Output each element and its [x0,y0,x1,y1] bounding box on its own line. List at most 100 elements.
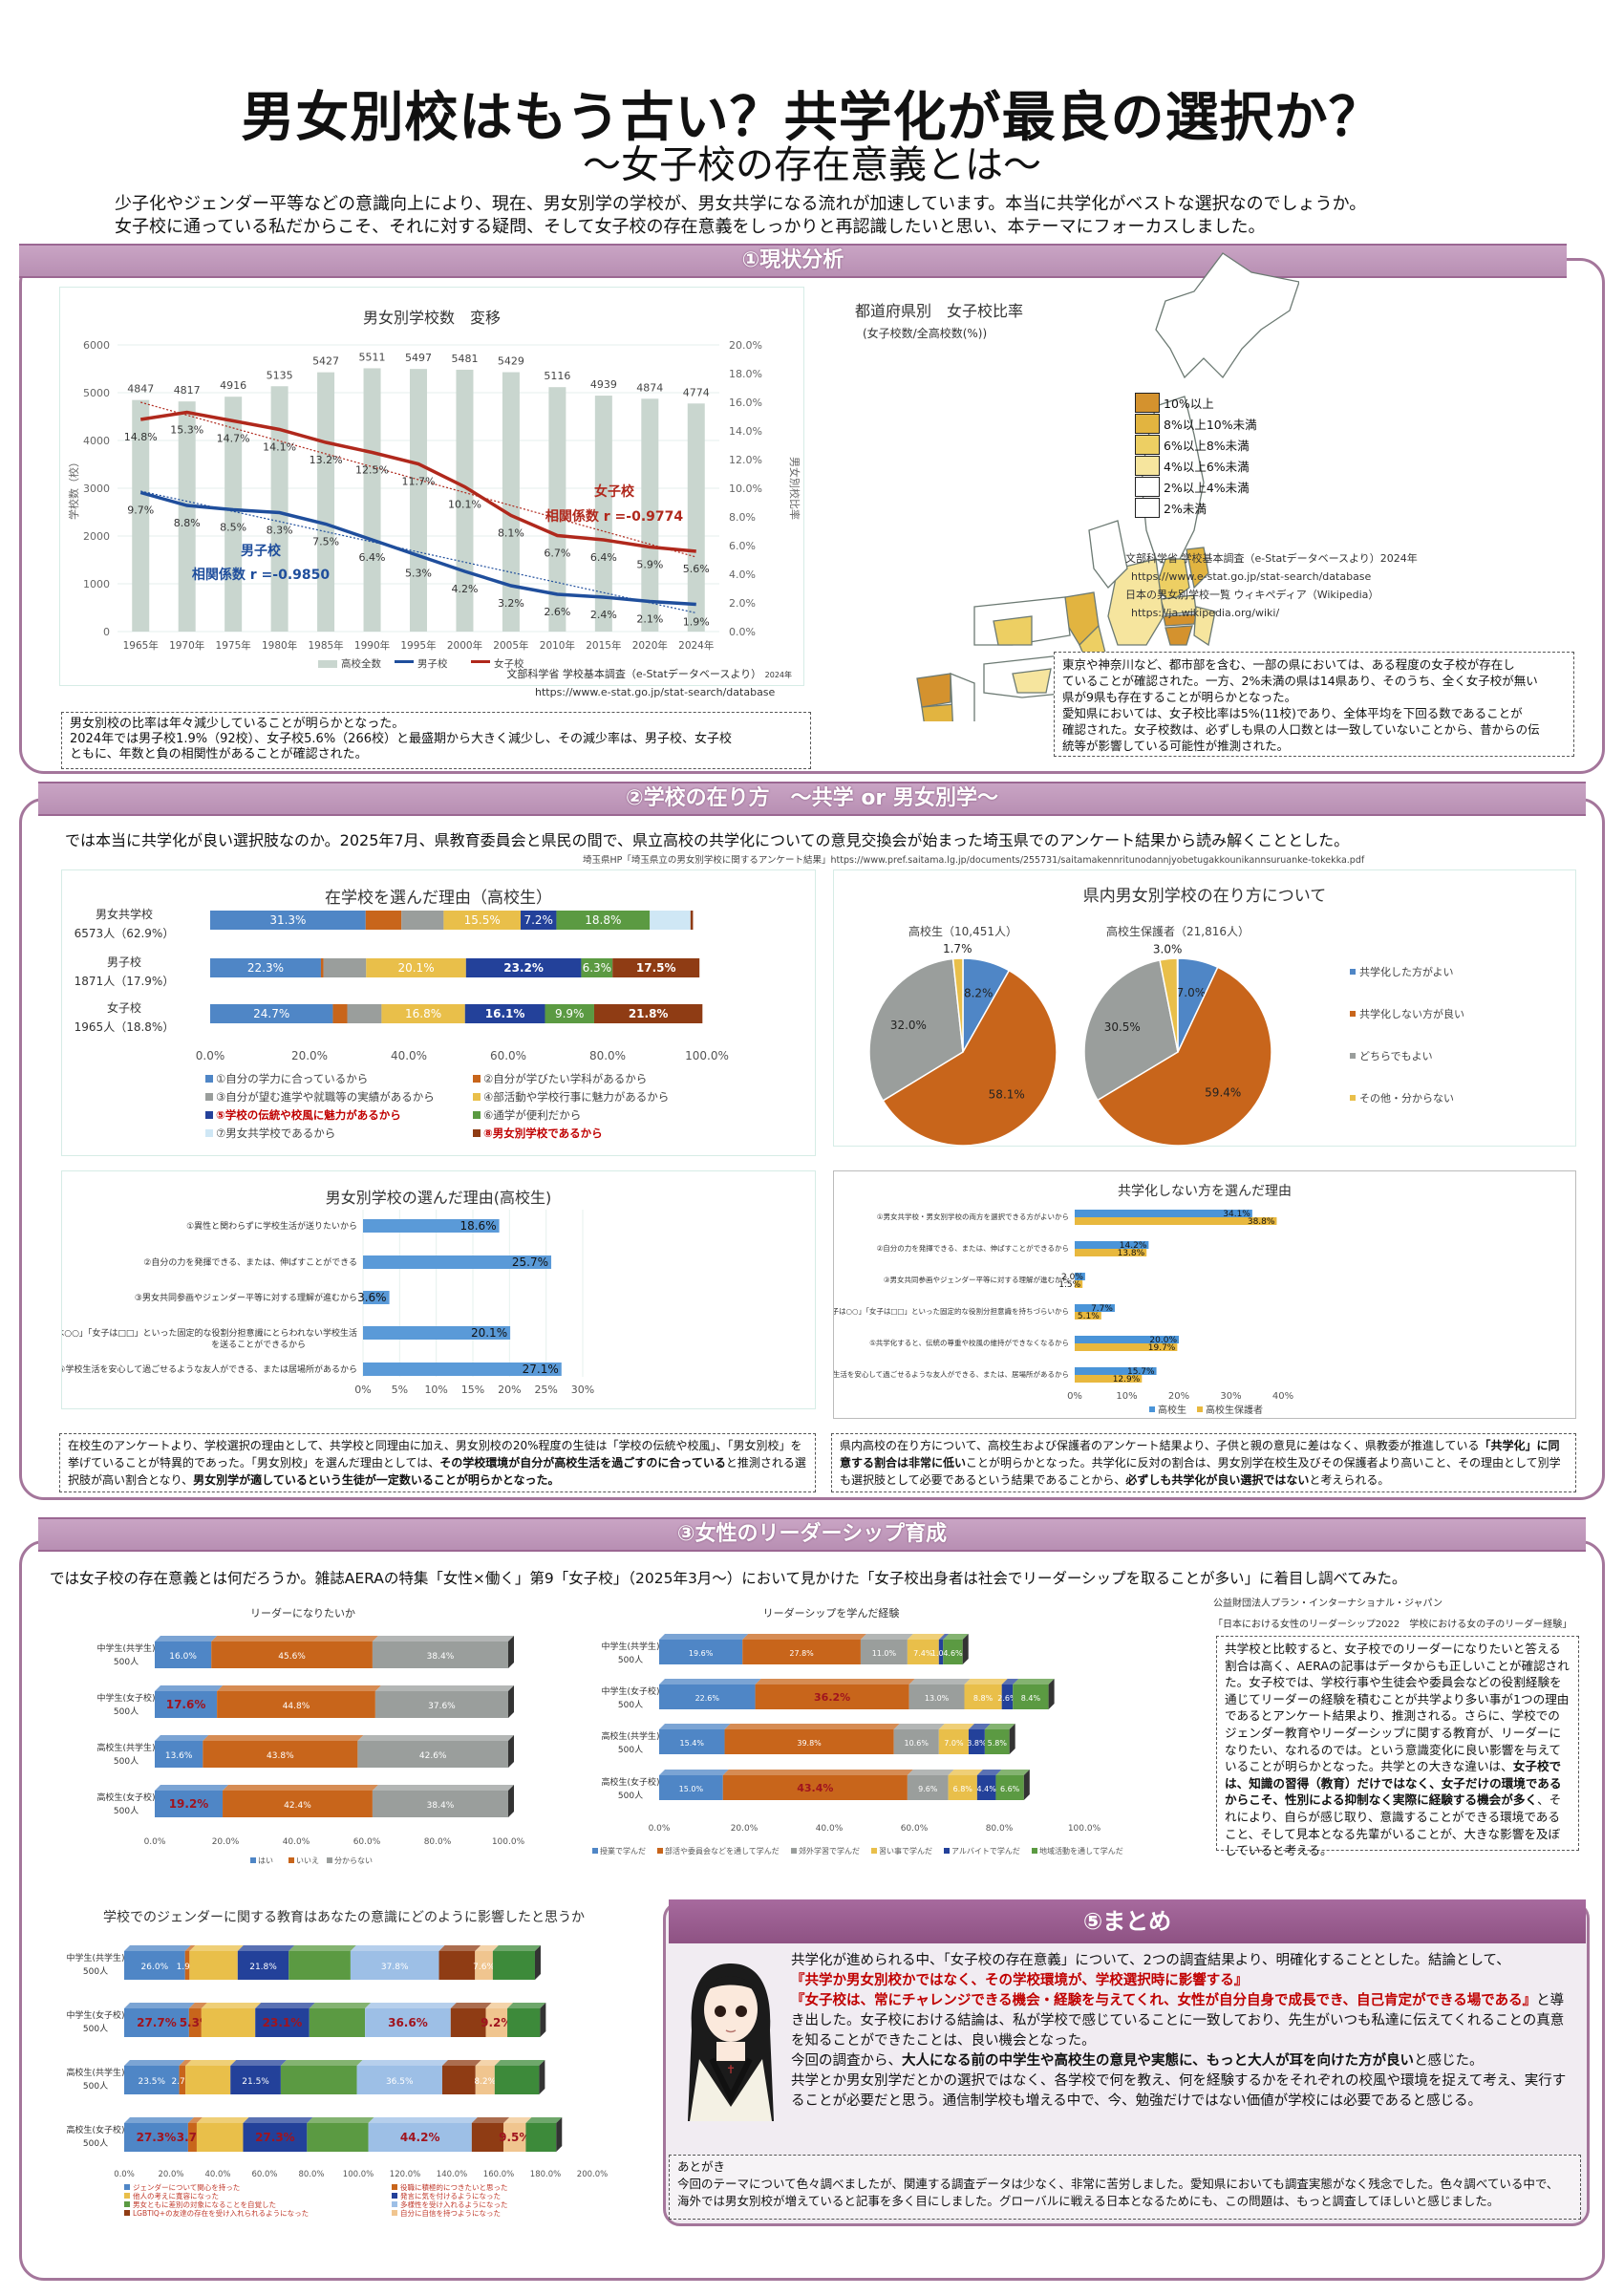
x-tick: 1970年 [169,639,204,652]
legend-swatch [327,1857,332,1863]
point-label: 3.2% [498,597,524,610]
point-label: 8.3% [267,525,293,537]
category-label: ⑤共学化すると、伝統の尊重や校風の維持ができなくなるから [869,1338,1069,1347]
segment-label: 9.6% [918,1785,938,1793]
legend-swatch [1149,1406,1155,1412]
bar [1075,1312,1101,1320]
y-tick: 0 [103,626,110,638]
legend-swatch [657,1848,663,1854]
point-label: 9.7% [127,504,154,517]
bar-segment [255,2008,310,2037]
legend-label: 高校生 [1158,1404,1186,1416]
x-tick: 40% [1272,1391,1293,1402]
bar-top [188,2003,207,2008]
x-tick: 100.0% [492,1837,525,1847]
map-summary-box: 東京や神奈川など、都市部を含む、一部の県においては、ある程度の女子校が存在し て… [1054,652,1574,757]
bar [363,1326,511,1340]
bar-top [201,2003,262,2008]
bar-segment [243,2123,308,2152]
segment-label: 7.2% [524,913,553,927]
x-tick: 20% [498,1384,521,1396]
no-coed-panel: 共学化しない方を選んだ理由 0% 10% 20% 30% 40% ①男女共学校・男女別学校… [833,1170,1576,1419]
poster-subtitle: ～女子校の存在意義とは～ [583,143,1041,187]
bar-top [155,1685,224,1691]
bar-top [659,1770,729,1775]
source-text: 「日本における女性のリーダーシップ2022 学校における女の子のリーダー経験」 [1213,1620,1572,1630]
segment-label: 5.8% [988,1739,1008,1748]
pie-slice [882,969,1058,1147]
point-label: 6.4% [359,551,386,564]
x-tick: 2010年 [540,639,575,652]
row-label: 高校生(女子校) [66,2124,124,2135]
x-tick: 100.0% [685,1049,729,1062]
bar-segment [443,911,521,930]
annotation-corr: 相関係数 r =-0.9774 [545,508,683,525]
bar-top [441,2060,481,2066]
y-tick: 4000 [83,435,110,447]
bar-top [372,1785,514,1791]
bar-top [507,2003,546,2008]
bar-top [280,2060,363,2066]
category-label: ①異性と関わらずに学校生活が送りたいから [186,1220,357,1232]
bar [1075,1241,1149,1249]
intro-text: 少子化やジェンダー平等などの意識向上により、現在、男女別学の学校が、男女共学にな… [115,193,1548,239]
x-tick: 120.0% [390,2170,420,2179]
segment-label: 37.6% [428,1702,456,1711]
bar-label: 4774 [683,386,710,398]
bar-side [508,1636,514,1668]
segment-label: 2.6% [997,1694,1017,1703]
bar-segment [124,2066,180,2094]
segment-label: 20.1% [397,961,434,975]
point-label: 14.1% [263,441,296,454]
row-sub: 500人 [114,1756,139,1767]
bar-segment [507,2008,541,2037]
bar [1075,1210,1252,1217]
chart-title: リーダーになりたいか [250,1607,355,1620]
x-tick: 80.0% [298,2170,324,2179]
map-legend-item: 6%以上8%未満 [1135,434,1288,455]
bar-top [964,1679,1008,1684]
legend-label: 自分に自信を持つようになった [400,2208,501,2217]
bar [363,1255,552,1269]
pie-chart: 高校生（10,451人） 8.2% 58.1% 32.0% 1.7% 高校生保護者（21,… [868,924,1464,1147]
segment-label: 37.8% [381,1963,409,1972]
bar-segment [124,2123,188,2152]
legend-swatch [392,2210,397,2216]
point-label: 1.9% [683,616,710,629]
legend-label: 地域活動を通して学んだ [1039,1846,1123,1856]
summary-paragraph: 今回の調査から、 [791,2053,902,2069]
segment-label: 24.7% [253,1007,289,1020]
x-tick: 15% [461,1384,484,1396]
x-tick: 25% [534,1384,557,1396]
bar-label: 5497 [405,352,432,364]
bar-segment [475,2066,495,2094]
bar-top [938,1724,974,1729]
bar-segment [438,1951,476,1980]
legend-label: 郊外学習で学んだ [799,1846,860,1856]
legend-swatch [205,1129,213,1137]
segment-label: 8.8% [973,1694,994,1703]
reason-school-chart: 0.0% 20.0% 40.0% 60.0% 80.0% 100.0% 男女共学校 6573人… [75,907,729,1140]
segment-label: 4.6% [943,1649,963,1658]
segment-label: 38.4% [427,1652,455,1662]
summary-text: と推測される選択肢が高い割合となり、 [68,1456,806,1487]
bar-top [525,2117,563,2123]
map-legend-item: 2%未満 [1135,497,1288,518]
slice-label: 3.0% [1153,943,1183,956]
no-coed-reason-chart: 0% 10% 20% 30% 40% ①男女共学校・男女別学校の両方を選択できる方がよいか… [834,1210,1293,1416]
legend-label: 女子校 [494,657,524,670]
y2-axis-label: 男女別校比率 [788,457,801,520]
bar-segment [280,2066,357,2094]
bar-segment [374,1691,508,1718]
bar-total [687,403,705,632]
bar-top [907,1634,945,1640]
bar-segment [464,1004,545,1023]
bar-label: 5427 [312,355,339,368]
bar-label: 4939 [590,378,617,391]
bar-side [556,2117,563,2152]
category-label: ⑤学校生活を安心して過ごせるような友人ができる、または居場所があるから [62,1363,357,1375]
summary-text: 在校生のアンケートより、学校選択の理由として、共学校と同理由に加え、男女別校の2… [68,1439,802,1470]
map-shikoku-ehime [1012,668,1052,694]
slice-label: 8.2% [964,986,994,999]
point-label: 5.3% [405,568,432,580]
